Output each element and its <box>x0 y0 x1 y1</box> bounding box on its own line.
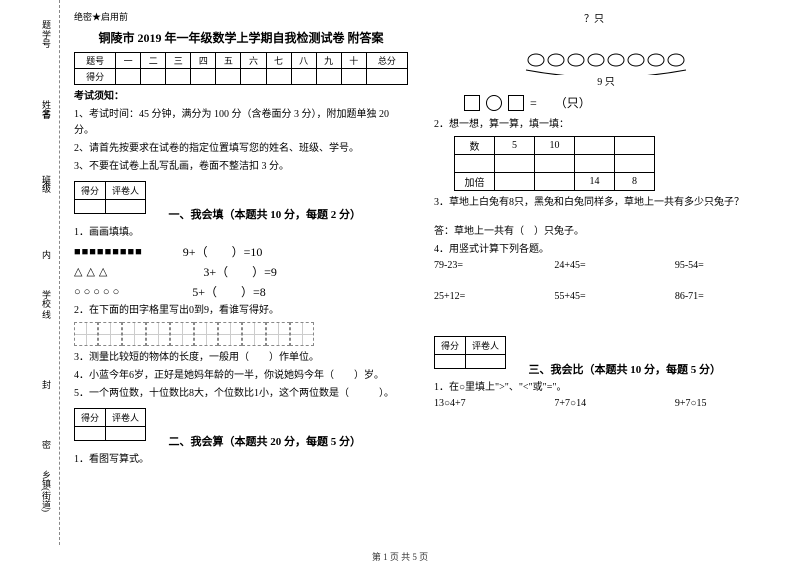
binding-margin: 学号 姓名 班级 学校 乡镇(街道) 题 答 不 内 线 封 密 <box>0 0 60 545</box>
notice-title: 考试须知： <box>74 89 408 105</box>
bind-char: 不 <box>40 180 53 189</box>
left-column: 绝密★启用前 铜陵市 2019 年一年级数学上学期自我检测试卷 附答案 题号 一… <box>60 0 420 545</box>
th: 十 <box>341 53 366 69</box>
circle-icon <box>486 95 502 111</box>
row-label: 得分 <box>75 69 116 85</box>
r-q4: 4．用竖式计算下列各题。 <box>434 242 778 257</box>
secret-label: 绝密★启用前 <box>74 10 408 23</box>
notice: 3、不要在试卷上乱写乱画，卷面不整洁扣 3 分。 <box>74 159 408 175</box>
bind-label: 学校 <box>40 290 53 308</box>
r-ans3: 答：草地上一共有（ ）只兔子。 <box>434 224 778 239</box>
r-q3-1: 1．在○里填上">"、"<"或"="。 <box>434 380 778 395</box>
notice: 1、考试时间：45 分钟，满分为 100 分（含卷面分 3 分），附加题单独 2… <box>74 107 408 139</box>
rabbit-figure: ？只 9 只 <box>434 10 778 88</box>
eq: 5+（ ）=8 <box>192 283 266 300</box>
bind-label: 学号 <box>40 30 53 48</box>
bind-char: 题 <box>40 20 53 29</box>
th: 七 <box>266 53 291 69</box>
q2: 2．在下面的田字格里写出0到9，看谁写得好。 <box>74 303 408 318</box>
q5: 5．一个两位数，十位数比8大，个位数比1小，这个两位数是（ ）。 <box>74 386 408 401</box>
eq: 3+（ ）=9 <box>203 263 277 280</box>
r-q3: 3．草地上白兔有8只，黑兔和白兔同样多，草地上一共有多少只兔子？ <box>434 195 778 210</box>
bind-char: 线 <box>40 310 53 319</box>
cmp-row: 13○4+7 7+7○14 9+7○15 <box>434 398 778 409</box>
th: 二 <box>141 53 166 69</box>
shapes-row: ○○○○○ 5+（ ）=8 <box>74 283 408 300</box>
th: 一 <box>116 53 141 69</box>
q3: 3．测量比较短的物体的长度，一般用（ ）作单位。 <box>74 350 408 365</box>
square-icon <box>508 95 524 111</box>
th: 九 <box>316 53 341 69</box>
bind-char: 封 <box>40 380 53 389</box>
exam-title: 铜陵市 2019 年一年级数学上学期自我检测试卷 附答案 <box>74 29 408 46</box>
tian-grid <box>74 322 408 346</box>
page-footer: 第 1 页 共 5 页 <box>0 550 800 563</box>
score-table: 题号 一 二 三 四 五 六 七 八 九 十 总分 得分 <box>74 52 408 85</box>
section2-title: 二、我会算（本题共 20 分，每题 5 分） <box>169 433 362 449</box>
section-scorebox: 得分评卷人 <box>74 181 146 214</box>
rabbit-icon <box>516 25 696 75</box>
eq-tail: = （只） <box>530 94 591 111</box>
th: 题号 <box>75 53 116 69</box>
bind-char: 答 <box>40 110 53 119</box>
shapes-row: ■■■■■■■■■ 9+（ ）=10 <box>74 243 408 260</box>
shapes-row: △△△ 3+（ ）=9 <box>74 263 408 280</box>
th: 四 <box>191 53 216 69</box>
q4: 4．小蓝今年6岁，正好是她妈年龄的一半，你说她妈今年（ ）岁。 <box>74 368 408 383</box>
bind-char: 密 <box>40 440 53 449</box>
q2-1: 1．看图写算式。 <box>74 452 408 467</box>
triangles: △△△ <box>74 265 111 278</box>
calc-row: 79-23= 24+45= 95-54= <box>434 260 778 271</box>
th: 总分 <box>366 53 407 69</box>
qmark-label: ？只 <box>584 10 778 25</box>
double-table: 数 5 10 加倍 14 8 <box>454 136 655 191</box>
eq: 9+（ ）=10 <box>183 243 263 260</box>
bind-label: 乡镇(街道) <box>40 470 53 512</box>
section-scorebox: 得分评卷人 <box>434 336 506 369</box>
right-column: ？只 9 只 = （只） 2．想一想，算一算，填一填： 数 <box>420 0 790 545</box>
th: 三 <box>166 53 191 69</box>
section3-title: 三、我会比（本题共 10 分，每题 5 分） <box>529 361 722 377</box>
th: 八 <box>291 53 316 69</box>
q1: 1．画画填填。 <box>74 225 408 240</box>
black-squares: ■■■■■■■■■ <box>74 246 143 258</box>
circles: ○○○○○ <box>74 286 122 298</box>
th: 六 <box>241 53 266 69</box>
square-icon <box>464 95 480 111</box>
notice: 2、请首先按要求在试卷的指定位置填写您的姓名、班级、学号。 <box>74 141 408 157</box>
calc-row: 25+12= 55+45= 86-71= <box>434 291 778 302</box>
shape-equation: = （只） <box>464 94 778 111</box>
bind-char: 内 <box>40 250 53 259</box>
brace-label: 9 只 <box>434 73 778 88</box>
r-q2: 2．想一想，算一算，填一填： <box>434 117 778 132</box>
section-scorebox: 得分评卷人 <box>74 408 146 441</box>
section1-title: 一、我会填（本题共 10 分，每题 2 分） <box>169 206 362 222</box>
th: 五 <box>216 53 241 69</box>
